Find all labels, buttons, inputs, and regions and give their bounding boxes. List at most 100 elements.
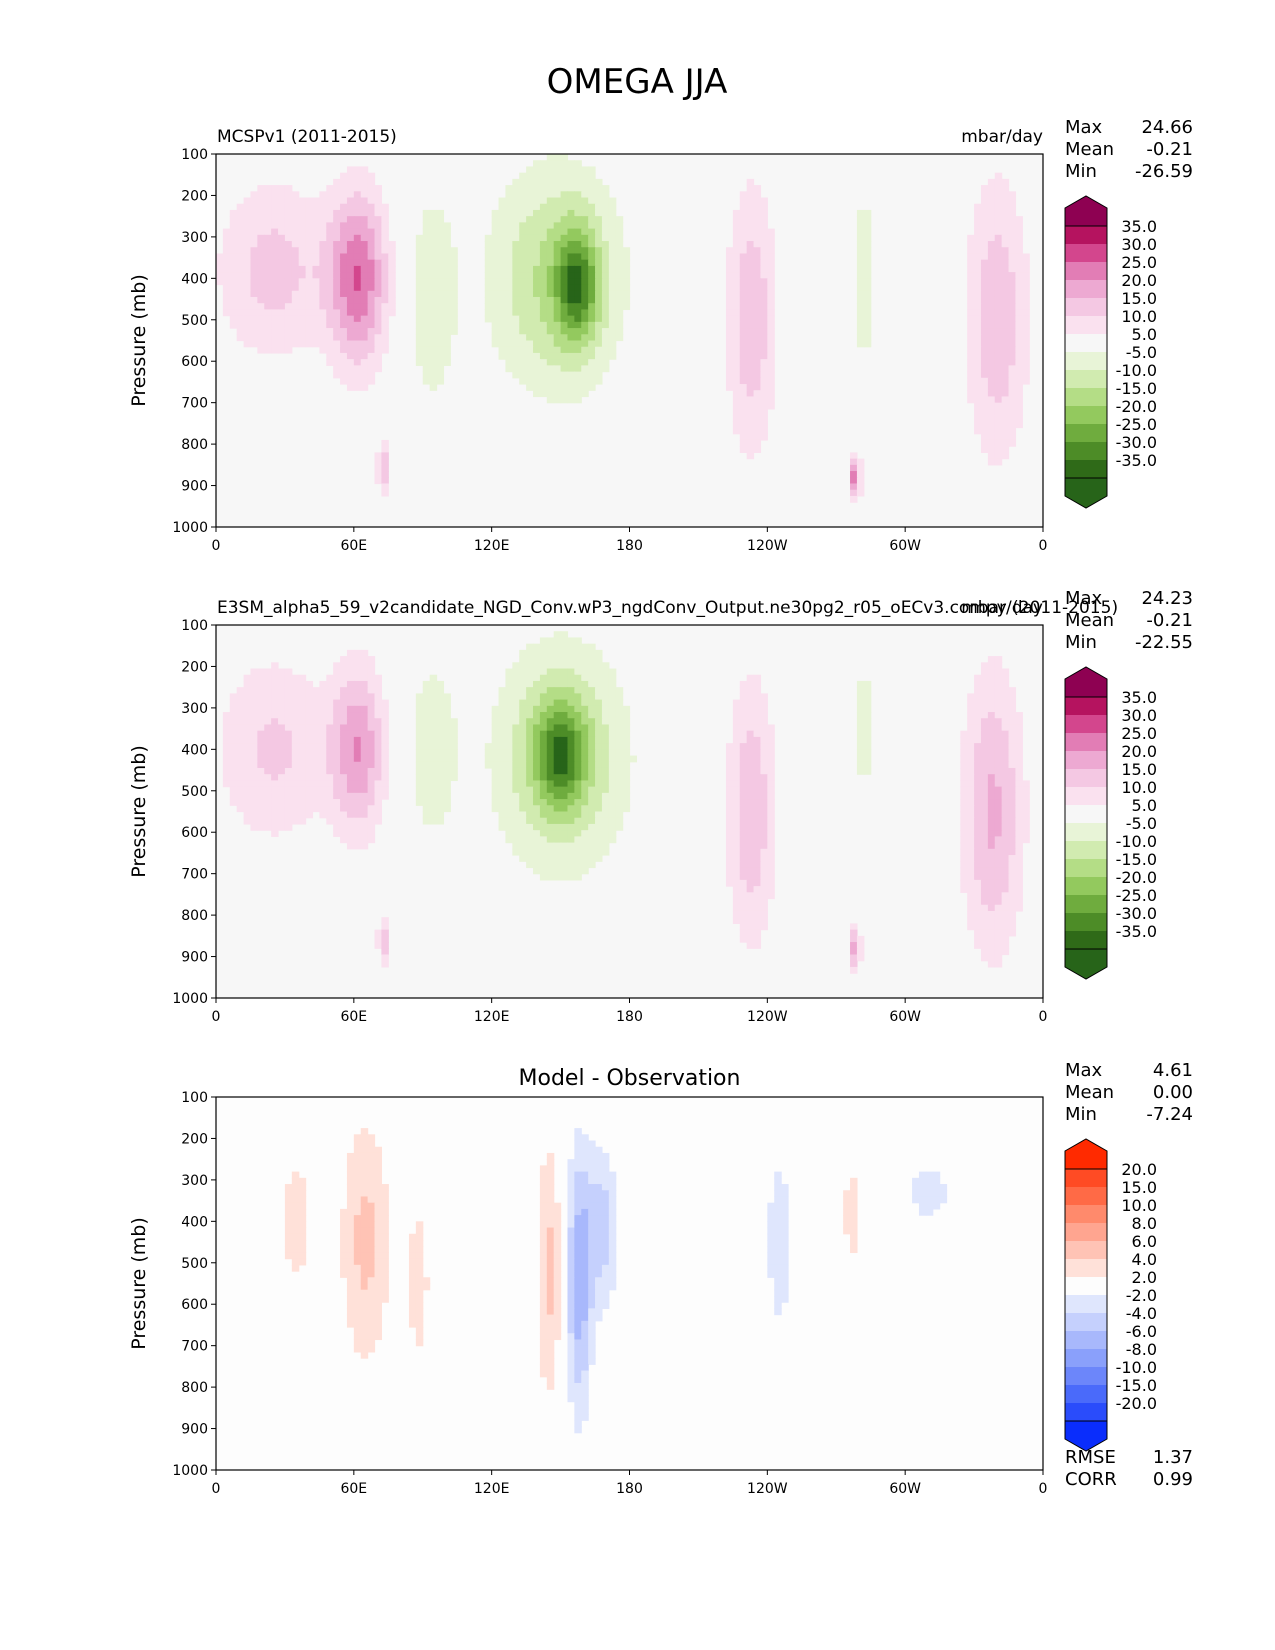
contour-cell — [450, 284, 458, 292]
contour-cell — [429, 340, 438, 348]
contour-cell — [519, 674, 527, 682]
contour-cell — [353, 1171, 362, 1179]
contour-cell — [484, 278, 493, 286]
contour-cell — [608, 799, 617, 806]
contour-cell — [519, 799, 527, 806]
contour-cell — [526, 805, 534, 813]
contour-cell — [760, 823, 768, 831]
contour-cell — [271, 693, 279, 701]
contour-cell — [725, 272, 734, 279]
contour-cell — [512, 780, 520, 788]
contour-cell — [553, 687, 562, 694]
contour-cell — [1015, 321, 1023, 329]
contour-cell — [1001, 892, 1010, 900]
contour-cell — [994, 278, 1003, 286]
contour-cell — [319, 761, 327, 769]
contour-cell — [353, 1177, 362, 1185]
contour-cell — [353, 1283, 362, 1291]
contour-cell — [588, 643, 596, 651]
contour-cell — [994, 749, 1003, 757]
contour-cell — [374, 1271, 382, 1278]
contour-cell — [574, 662, 582, 670]
contour-cell — [967, 743, 975, 750]
stat-label: Mean — [1065, 139, 1114, 160]
contour-cell — [746, 259, 755, 267]
contour-cell — [498, 749, 507, 757]
contour-cell — [526, 817, 534, 825]
contour-cell — [546, 730, 555, 738]
contour-cell — [257, 197, 265, 205]
contour-cell — [436, 259, 445, 267]
contour-cell — [732, 792, 741, 800]
contour-cell — [1001, 867, 1010, 875]
contour-cell — [422, 774, 431, 782]
x-tick-label: 60E — [340, 1009, 367, 1025]
contour-cell — [553, 340, 562, 348]
contour-cell — [567, 1308, 575, 1316]
contour-cell — [918, 1208, 927, 1216]
contour-cell — [374, 464, 382, 472]
contour-cell — [326, 209, 334, 217]
contour-cell — [608, 1171, 617, 1179]
contour-cell — [533, 371, 541, 379]
contour-cell — [553, 693, 562, 701]
contour-cell — [608, 718, 617, 726]
contour-cell — [305, 730, 314, 738]
contour-cell — [767, 272, 775, 279]
contour-cell — [533, 755, 541, 763]
contour-cell — [533, 241, 541, 248]
contour-cell — [533, 272, 541, 279]
contour-cell — [601, 842, 610, 850]
contour-cell — [250, 736, 258, 744]
contour-cell — [271, 799, 279, 806]
contour-cell — [539, 234, 548, 242]
contour-cell — [767, 823, 775, 831]
contour-cell — [918, 1177, 927, 1185]
contour-cell — [980, 886, 989, 893]
contour-cell — [760, 817, 768, 825]
contour-cell — [746, 290, 755, 298]
contour-cell — [925, 1202, 934, 1210]
contour-cell — [505, 774, 513, 782]
contour-cell — [595, 1177, 603, 1185]
contour-cell — [760, 842, 768, 850]
contour-cell — [388, 272, 396, 279]
contour-cell — [739, 736, 748, 744]
contour-cell — [553, 209, 562, 217]
contour-cell — [974, 873, 982, 881]
contour-cell — [533, 693, 541, 701]
contour-cell — [512, 830, 520, 837]
contour-cell — [753, 396, 762, 404]
contour-cell — [243, 328, 252, 335]
contour-cell — [574, 1208, 582, 1216]
contour-cell — [222, 253, 231, 261]
contour-cell — [746, 855, 755, 862]
contour-cell — [326, 278, 334, 286]
contour-cell — [574, 680, 582, 688]
contour-cell — [850, 929, 858, 937]
contour-cell — [581, 272, 589, 279]
contour-cell — [326, 705, 334, 713]
contour-cell — [588, 1171, 596, 1179]
contour-cell — [595, 315, 603, 323]
contour-cell — [753, 910, 762, 918]
contour-cell — [443, 792, 451, 800]
contour-cell — [250, 687, 258, 694]
colorbar-extend-bottom — [1064, 948, 1108, 980]
contour-cell — [553, 848, 562, 856]
contour-cell — [360, 1308, 369, 1316]
contour-cell — [381, 228, 389, 236]
contour-cell — [863, 315, 872, 323]
contour-cell — [436, 365, 445, 373]
contour-cell — [588, 662, 596, 670]
contour-cell — [333, 749, 341, 757]
contour-cell — [374, 477, 382, 485]
contour-cell — [553, 1314, 562, 1322]
contour-cell — [250, 705, 258, 713]
contour-cell — [443, 278, 451, 286]
contour-cell — [539, 321, 548, 329]
contour-cell — [236, 303, 245, 311]
contour-cell — [429, 712, 438, 719]
contour-cell — [422, 216, 431, 223]
contour-cell — [746, 755, 755, 763]
